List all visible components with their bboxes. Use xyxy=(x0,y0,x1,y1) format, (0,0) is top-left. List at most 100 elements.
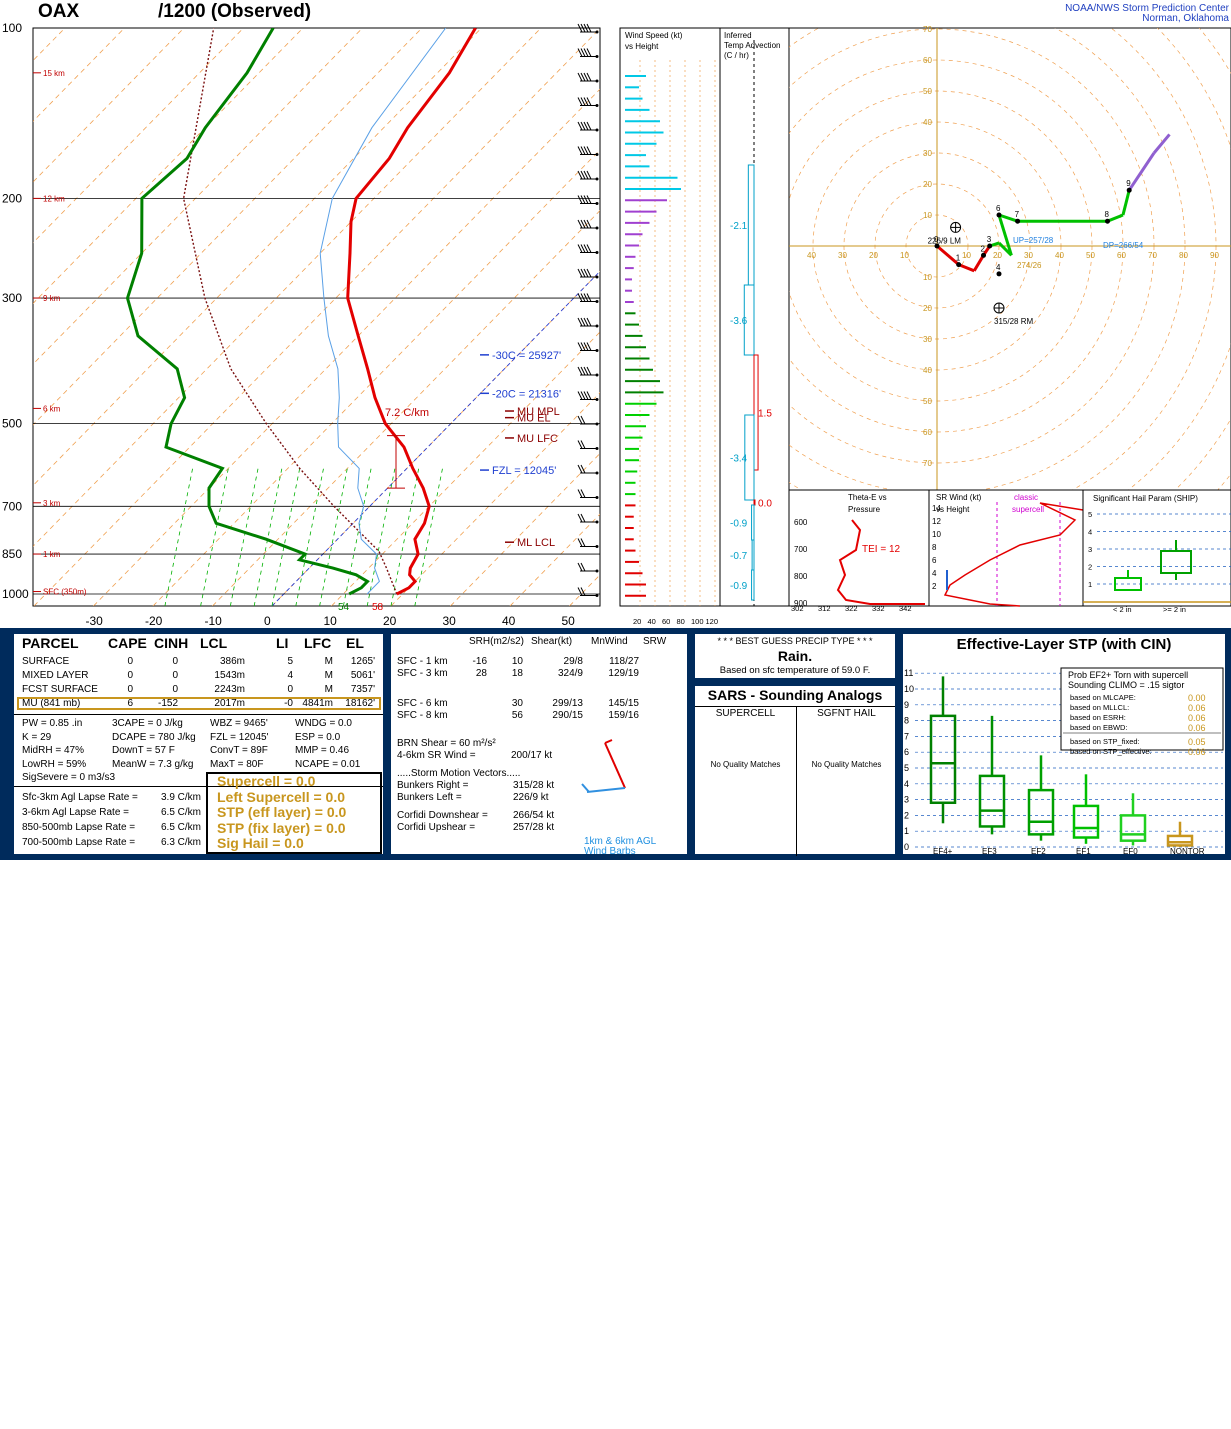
temperature-tick-labels: -30 -20 -10 0 10 20 30 40 50 xyxy=(86,614,576,628)
hodo-segment xyxy=(936,244,960,266)
wind-barb xyxy=(577,366,599,377)
parcel-header: LCL xyxy=(200,635,228,651)
kinematic-panel: SRH(m2/s2) Shear(kt) MnWind SRW SFC - 1 km -1… xyxy=(389,632,689,857)
hodo-y-tick: 20 xyxy=(923,180,932,189)
height-label: SFC (350m) xyxy=(43,588,87,597)
isotherm-lines xyxy=(33,28,600,606)
barb-flag xyxy=(583,48,589,57)
sars-divider xyxy=(695,706,895,707)
barb-base xyxy=(595,324,599,328)
kin-layer: SFC - 8 km xyxy=(397,710,448,721)
hodo-x-tick: 50 xyxy=(1086,251,1095,260)
bunkers-left-value: 226/9 kt xyxy=(513,792,549,803)
sr-wind-y-tick: 4 xyxy=(932,569,937,578)
advection-bar xyxy=(751,569,755,601)
barb-flag xyxy=(580,366,586,376)
hodo-km-label: 8 xyxy=(1105,210,1110,219)
thermo-param: DCAPE = 780 J/kg xyxy=(112,731,196,743)
barb-flag xyxy=(583,244,589,253)
wind-barb xyxy=(577,391,599,401)
hodo-x-tick: 70 xyxy=(1148,251,1157,260)
barb-flag xyxy=(577,562,583,572)
kin-value: 159/16 xyxy=(608,710,639,721)
skewt-frame xyxy=(32,27,601,607)
barb-flag xyxy=(583,195,589,204)
stp-legend-box xyxy=(1060,667,1224,751)
hodo-km-label: 9 xyxy=(1126,179,1131,188)
parcel-cell: 0 xyxy=(287,684,293,695)
hodo-segment xyxy=(1127,152,1156,192)
hodo-x-tick: 10 xyxy=(962,251,971,260)
lapse-value: 3.9 C/km xyxy=(161,792,202,803)
sr-wind-frame xyxy=(928,489,1084,607)
wetbulb-trace xyxy=(319,28,447,595)
hodo-km-label: 3 xyxy=(987,235,992,244)
lapse-label: 3-6km Agl Lapse Rate = xyxy=(22,807,130,818)
agl-6km-barb xyxy=(604,742,626,789)
dewpoint-trace xyxy=(125,28,370,596)
pressure-tick: 700 xyxy=(2,499,22,513)
parcel-cell: 1543m xyxy=(214,670,245,681)
org-name: NOAA/NWS Storm Prediction Center xyxy=(1065,3,1229,14)
pressure-tick: 100 xyxy=(2,21,22,35)
wind-speed-title: Wind Speed (kt) xyxy=(625,31,683,40)
parcel-cell: M xyxy=(324,684,333,695)
hodo-x-tick: 10 xyxy=(900,251,909,260)
lapse-value: 6.3 C/km xyxy=(161,837,202,848)
barb-flag xyxy=(580,317,586,327)
parcel-cell: 2243m xyxy=(214,684,245,695)
stp-legend-value: 0.06 xyxy=(1188,747,1206,757)
parcel-cell: 0 xyxy=(172,656,178,667)
parcel-cell: 5061' xyxy=(350,670,375,681)
hodo-segment xyxy=(972,254,985,272)
barb-flag xyxy=(583,391,589,400)
hodo-y-tick: 30 xyxy=(923,149,932,158)
ship-category: >= 2 in xyxy=(1163,605,1186,614)
wind-speed-tick: 80 xyxy=(677,617,685,626)
stp-y-tick: 1 xyxy=(904,826,909,836)
m20c-label: -20C = 21316' xyxy=(492,388,561,400)
kin-value: 10 xyxy=(511,656,523,667)
barb-flag xyxy=(577,195,583,204)
kin-value: 145/15 xyxy=(608,698,639,709)
dp-label: DP=266/54 xyxy=(1103,241,1144,250)
hodo-y-tick: 40 xyxy=(923,118,932,127)
hodograph: 0 1 23 4 6 7 8 9 xyxy=(789,28,1231,490)
sr-wind-y-tick: 6 xyxy=(932,556,937,565)
parcel-header: CINH xyxy=(154,635,189,651)
classic-label-2: supercell xyxy=(1012,505,1044,514)
reference-isotherm xyxy=(271,270,600,606)
barb-flag xyxy=(586,146,592,155)
barb-flag xyxy=(577,317,583,327)
barb-base xyxy=(595,594,599,597)
precip-value: Rain. xyxy=(777,648,813,664)
sr-wind-y-tick: 12 xyxy=(932,517,941,526)
kin-value: 29/8 xyxy=(563,656,583,667)
sr-wind-y-tick: 10 xyxy=(932,530,941,539)
wind-barb xyxy=(577,146,599,156)
stp-category: EF4+ xyxy=(933,847,953,854)
thermo-param: MidRH = 47% xyxy=(22,745,84,756)
bunkers-right-label: Bunkers Right = xyxy=(397,780,469,791)
barb-flag xyxy=(586,342,592,351)
stp-category: EF2 xyxy=(1031,847,1046,854)
barb-flag xyxy=(586,97,592,106)
wind-barb xyxy=(577,415,599,426)
barb-flag xyxy=(583,342,589,351)
sr-wind-y-tick: 2 xyxy=(932,582,937,591)
ml-lcl-label: ML LCL xyxy=(517,537,555,549)
barb-flag xyxy=(580,464,586,474)
parcel-divider xyxy=(14,714,383,715)
barb-flag xyxy=(580,342,586,351)
pressure-tick: 300 xyxy=(2,291,22,305)
theta-e-y-tick: 800 xyxy=(794,572,808,581)
wind-barb xyxy=(577,48,599,58)
thermo-param: ESP = 0.0 xyxy=(295,731,341,743)
height-label: 1 km xyxy=(43,550,61,559)
barb-flag xyxy=(580,415,586,425)
barb-flag xyxy=(577,146,583,155)
barb-base xyxy=(595,545,599,548)
up-label: UP=257/28 xyxy=(1013,236,1054,245)
barb-base xyxy=(595,349,599,352)
thermo-param: PW = 0.85 .in xyxy=(22,718,83,729)
